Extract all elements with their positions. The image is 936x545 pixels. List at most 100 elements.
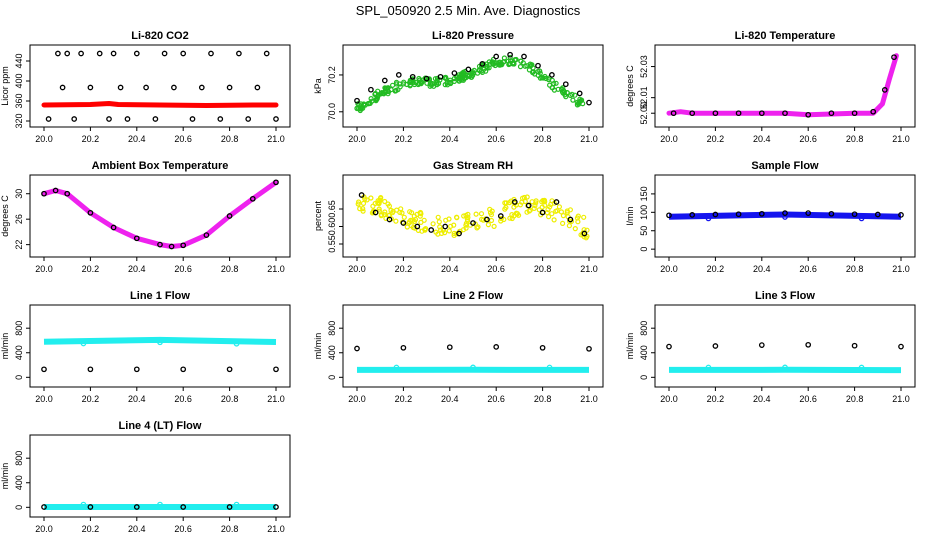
x-tick-label: 20.8 [846,134,864,144]
data-point [46,117,50,121]
cloud-point [582,215,586,219]
y-tick-label: 400 [14,345,24,360]
series-black [667,343,903,349]
data-point [369,88,373,92]
plot-frame [30,45,290,127]
series-cyan [357,365,589,370]
data-point [42,367,46,371]
cloud-point [436,215,440,219]
series-black [355,345,591,351]
data-point [135,367,139,371]
x-tick-label: 20.2 [82,524,100,534]
cloud-point [567,224,571,228]
x-tick-label: 20.2 [707,394,725,404]
data-point [246,117,250,121]
series-magenta [44,182,276,246]
data-point [218,117,222,121]
data-point [667,344,671,348]
series-trace [44,182,276,246]
x-tick-label: 20.8 [221,394,239,404]
x-tick-label: 20.6 [174,394,192,404]
cloud-point [490,219,494,223]
y-tick-label: 52.03 [639,55,649,78]
y-tick-label: 0 [639,247,649,252]
x-tick-label: 20.0 [35,134,53,144]
cloud-point [447,229,451,233]
x-tick-label: 20.8 [221,524,239,534]
series-black [42,367,278,371]
x-tick-label: 20.6 [487,264,505,274]
data-point [111,51,115,55]
x-tick-label: 20.8 [846,394,864,404]
x-tick-label: 21.0 [580,264,598,274]
x-tick-label: 20.4 [753,134,771,144]
x-tick-label: 20.0 [35,394,53,404]
y-tick-label: 400 [327,345,337,360]
data-point [564,82,568,86]
x-tick-label: 20.4 [128,134,146,144]
series-red [44,104,276,106]
cloud-point [431,222,435,226]
data-point [540,346,544,350]
series-cyan [44,502,276,507]
data-point [135,51,139,55]
x-tick-label: 20.8 [534,134,552,144]
x-tick-label: 20.0 [660,394,678,404]
x-tick-label: 20.0 [660,134,678,144]
y-tick-label: 50 [639,226,649,236]
data-point [265,51,269,55]
x-tick-label: 20.2 [82,394,100,404]
x-tick-label: 20.8 [846,264,864,274]
data-point [852,344,856,348]
data-point [429,228,433,232]
data-point [519,59,523,63]
chart-title: Line 2 Flow [443,290,503,302]
data-point [274,367,278,371]
y-tick-label: 70.0 [327,103,337,121]
data-point [494,345,498,349]
x-tick-label: 20.6 [799,134,817,144]
data-point [200,85,204,89]
cloud-point [573,227,577,231]
y-tick-label: 360 [14,93,24,108]
y-tick-label: 320 [14,113,24,128]
cloud-point [530,200,534,204]
x-tick-label: 21.0 [267,264,285,274]
x-tick-label: 20.2 [707,264,725,274]
x-tick-label: 21.0 [580,134,598,144]
data-point [494,54,498,58]
cloud-point [474,212,478,216]
data-point [118,85,122,89]
cloud-point [561,221,565,225]
data-point [355,346,359,350]
data-point [144,85,148,89]
x-tick-label: 20.4 [753,394,771,404]
y-tick-label: 440 [14,53,24,68]
cloud-point [552,218,556,222]
data-point [162,51,166,55]
page-title: SPL_050920 2.5 Min. Ave. Diagnostics [356,3,581,18]
x-tick-label: 20.4 [753,264,771,274]
y-tick-label: 400 [639,345,649,360]
x-tick-label: 20.0 [348,394,366,404]
y-tick-label: 0.65 [327,200,337,218]
cloud-point [369,196,373,200]
y-tick-label: 22 [14,240,24,250]
y-tick-label: 800 [14,321,24,336]
series-cyan [669,365,901,370]
data-point [578,91,582,95]
plot-frame [343,305,603,387]
x-tick-label: 21.0 [267,394,285,404]
x-tick-label: 20.6 [799,264,817,274]
x-tick-label: 20.4 [441,394,459,404]
y-tick-label: 100 [639,205,649,220]
data-point [448,345,452,349]
cloud-point [371,204,375,208]
data-point [519,65,523,69]
data-point [56,51,60,55]
x-tick-label: 20.2 [707,134,725,144]
data-point [65,51,69,55]
